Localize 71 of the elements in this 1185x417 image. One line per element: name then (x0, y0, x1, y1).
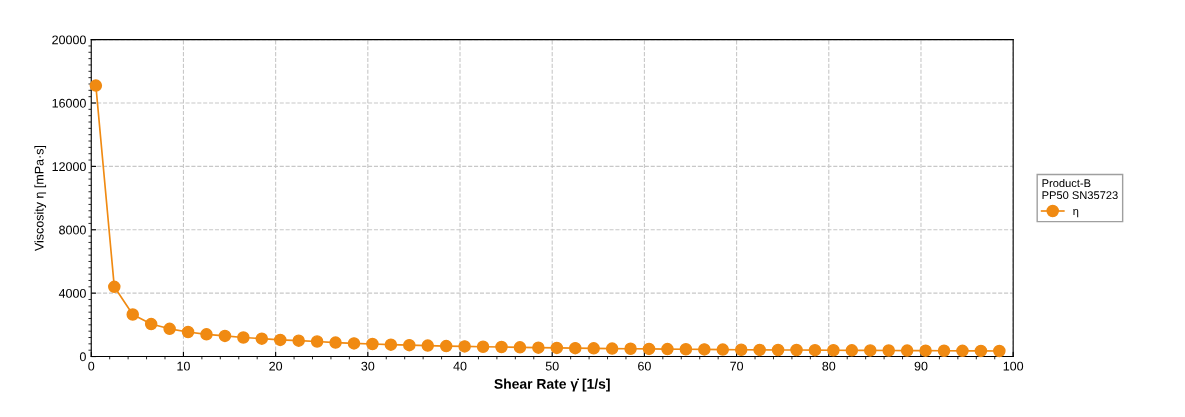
x-tick-label: 70 (730, 361, 744, 371)
point (716, 343, 730, 356)
point (476, 340, 490, 353)
x-tick-label: 40 (453, 361, 467, 371)
point (605, 342, 619, 355)
point (89, 79, 103, 92)
point (329, 336, 342, 349)
point (200, 328, 213, 341)
y-tick-label: 0 (79, 352, 86, 362)
point (292, 334, 305, 347)
y-tick-label: 16000 (52, 98, 86, 108)
y-tick-label: 8000 (59, 225, 86, 235)
y-tick-label: 20000 (52, 35, 86, 45)
point (550, 341, 564, 355)
point (569, 341, 582, 355)
x-tick-label: 80 (822, 361, 836, 371)
point (163, 322, 176, 336)
point (181, 325, 195, 339)
point (513, 341, 527, 354)
point (218, 329, 232, 343)
x-tick-label: 100 (1003, 361, 1024, 371)
point (403, 338, 416, 352)
x-tick-label: 90 (914, 361, 928, 371)
legend-title: Product-B PP50 SN35723 (1042, 178, 1118, 200)
x-tick-label: 60 (638, 361, 651, 371)
point (255, 332, 269, 345)
point (439, 339, 453, 353)
point (532, 341, 545, 354)
point (661, 342, 674, 356)
point (882, 344, 895, 357)
point (919, 344, 932, 357)
point (624, 342, 637, 356)
x-tick-label: 50 (545, 361, 559, 371)
x-tick-label: 10 (177, 361, 190, 371)
point (845, 344, 859, 357)
point (753, 343, 766, 357)
point (974, 344, 988, 358)
point (108, 280, 121, 294)
point (347, 337, 361, 350)
point (956, 344, 969, 358)
point (808, 343, 822, 357)
point (310, 335, 324, 348)
point (864, 344, 877, 357)
point (698, 343, 711, 356)
point (384, 338, 398, 351)
y-tick-label: 12000 (52, 162, 86, 172)
point (642, 342, 656, 356)
point (421, 339, 435, 352)
x-tick-label: 0 (88, 361, 95, 371)
x-tick-label: 20 (269, 361, 283, 371)
point (273, 333, 287, 347)
x-tick-label: 30 (361, 361, 375, 371)
x-axis-title: Shear Rate γ̇ [1/s] (494, 378, 610, 392)
point (679, 342, 693, 356)
legend-label: η (1073, 208, 1079, 218)
y-tick-label: 4000 (58, 288, 86, 298)
point (771, 343, 785, 357)
point (827, 344, 840, 357)
point (366, 337, 379, 351)
point (900, 344, 914, 357)
point (144, 317, 158, 331)
point (790, 343, 803, 357)
point (237, 331, 250, 344)
point (458, 340, 471, 353)
point (126, 308, 139, 321)
point (495, 340, 508, 354)
point (734, 343, 748, 356)
point (937, 344, 951, 358)
point (993, 344, 1006, 358)
point (587, 342, 600, 355)
y-axis-title: Viscosity η [mPa·s] (34, 145, 47, 252)
